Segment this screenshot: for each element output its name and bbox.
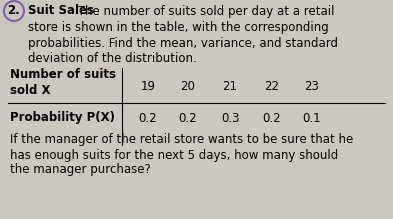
Text: deviation of the distribution.: deviation of the distribution. — [28, 53, 197, 65]
Text: 0.2: 0.2 — [179, 111, 197, 124]
Text: If the manager of the retail store wants to be sure that he: If the manager of the retail store wants… — [10, 134, 353, 147]
Text: 0.2: 0.2 — [263, 111, 281, 124]
Text: 2.: 2. — [7, 5, 20, 18]
Text: store is shown in the table, with the corresponding: store is shown in the table, with the co… — [28, 21, 329, 34]
Text: 21: 21 — [222, 81, 237, 94]
Text: 22: 22 — [264, 81, 279, 94]
Text: sold X: sold X — [10, 83, 50, 97]
Text: The number of suits sold per day at a retail: The number of suits sold per day at a re… — [74, 5, 334, 18]
Text: 0.1: 0.1 — [303, 111, 321, 124]
Text: has enough suits for the next 5 days, how many should: has enough suits for the next 5 days, ho… — [10, 148, 338, 161]
Text: the manager purchase?: the manager purchase? — [10, 164, 151, 177]
Text: 0.2: 0.2 — [139, 111, 157, 124]
Text: probabilities. Find the mean, variance, and standard: probabilities. Find the mean, variance, … — [28, 37, 338, 49]
Text: Suit Sales: Suit Sales — [28, 5, 94, 18]
Text: 20: 20 — [180, 81, 195, 94]
Text: Probability P(X): Probability P(X) — [10, 111, 115, 124]
Text: 19: 19 — [141, 81, 156, 94]
Text: 23: 23 — [305, 81, 320, 94]
Text: Number of suits: Number of suits — [10, 69, 116, 81]
Text: 0.3: 0.3 — [221, 111, 239, 124]
